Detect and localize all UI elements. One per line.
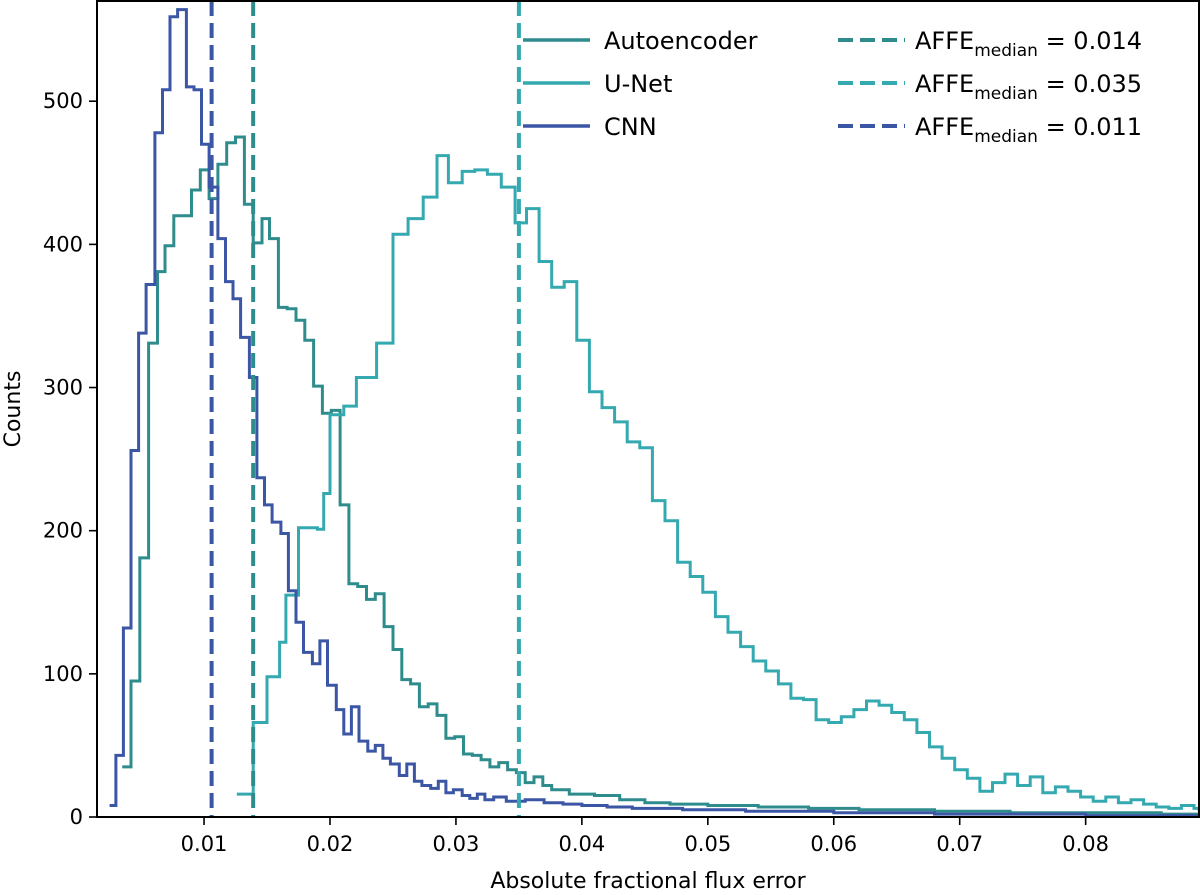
x-tick-label: 0.07 [936,832,983,856]
x-tick-label: 0.02 [307,832,354,856]
y-tick-label: 300 [43,376,83,400]
legend-label-cnn: CNN [604,113,657,141]
y-tick-label: 0 [70,805,83,829]
x-tick-label: 0.05 [684,832,731,856]
legend-median-label-u-net: AFFEmedian = 0.035 [915,70,1142,104]
y-tick-label: 200 [43,519,83,543]
histogram-series-cnn [109,8,1199,817]
plot-area-frame [96,0,1200,818]
y-tick-label: 100 [43,662,83,686]
x-tick-label: 0.08 [1062,832,1109,856]
y-tick-label: 400 [43,232,83,256]
legend: Autoencoder U-Net CNN AFFEmedian = 0.014 AFF… [523,27,1142,147]
histogram-series-u-net [236,154,1199,812]
x-tick-label: 0.03 [433,832,480,856]
legend-label-autoencoder: Autoencoder [604,27,758,55]
x-axis-label: Absolute fractional flux error [490,869,806,894]
x-tick-label: 0.06 [810,832,857,856]
legend-median-label-autoencoder: AFFEmedian = 0.014 [915,27,1142,61]
x-tick-label: 0.04 [558,832,605,856]
y-axis-label: Counts [1,371,26,448]
legend-label-u-net: U-Net [604,70,672,98]
histogram-series-autoencoder [122,135,1199,816]
y-tick-label: 500 [43,89,83,113]
x-tick-label: 0.01 [181,832,228,856]
legend-median-label-cnn: AFFEmedian = 0.011 [915,113,1142,147]
